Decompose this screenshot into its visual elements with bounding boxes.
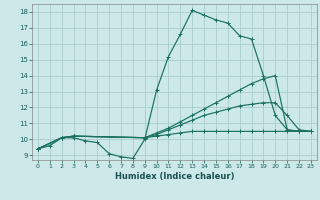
X-axis label: Humidex (Indice chaleur): Humidex (Indice chaleur) xyxy=(115,172,234,181)
